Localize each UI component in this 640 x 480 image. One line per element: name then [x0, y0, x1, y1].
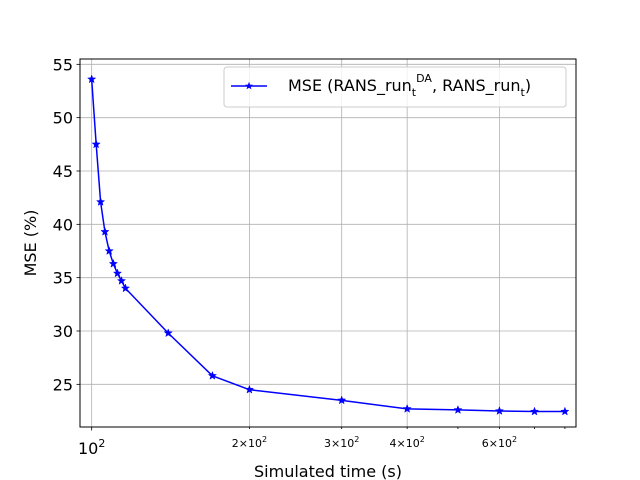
y-tick-label: 25: [53, 375, 73, 394]
data-point: [108, 258, 119, 268]
legend: MSE (RANS_runtDA, RANS_runt): [223, 66, 567, 108]
data-point: [91, 139, 101, 149]
data-point: [244, 384, 255, 394]
y-tick-label: 30: [53, 322, 73, 341]
data-point: [100, 226, 110, 236]
series-layer: [86, 74, 570, 416]
data-point: [453, 405, 463, 414]
y-tick-label: 35: [53, 269, 73, 288]
x-tick-label: 4×102: [389, 435, 424, 450]
legend-label: MSE (RANS_runtDA, RANS_runt): [288, 72, 531, 99]
y-tick-label: 45: [53, 162, 73, 181]
data-point: [104, 246, 114, 255]
legend-box: [223, 66, 567, 108]
x-tick-label: 3×102: [324, 435, 359, 450]
data-point: [207, 370, 218, 380]
data-point: [86, 74, 97, 84]
y-axis-title: MSE (%): [21, 210, 40, 277]
data-point: [163, 328, 173, 338]
grid-layer: [80, 59, 576, 427]
x-tick-label: 2×102: [232, 435, 267, 450]
x-tick-label: 6×102: [482, 435, 517, 450]
data-point: [120, 283, 131, 293]
x-tick-label: 102: [78, 437, 105, 458]
series-line: [90, 79, 565, 413]
data-point: [337, 395, 347, 405]
legend-star-marker: [245, 81, 253, 90]
y-tick-label: 50: [53, 109, 73, 128]
data-point: [560, 406, 570, 416]
data-point: [116, 275, 127, 285]
data-point: [494, 406, 505, 415]
x-axis-title: Simulated time (s): [254, 462, 402, 480]
plot-frame: [79, 58, 577, 428]
ticks-layer: 25 30 35 40 45 50 55 102 2×102 3×102 4×102 6×102: [53, 55, 566, 458]
y-tick-label: 55: [53, 55, 73, 74]
data-point: [112, 268, 123, 278]
data-point: [402, 403, 412, 413]
data-point: [529, 406, 540, 416]
y-tick-label: 40: [53, 215, 73, 234]
data-point: [95, 197, 106, 206]
